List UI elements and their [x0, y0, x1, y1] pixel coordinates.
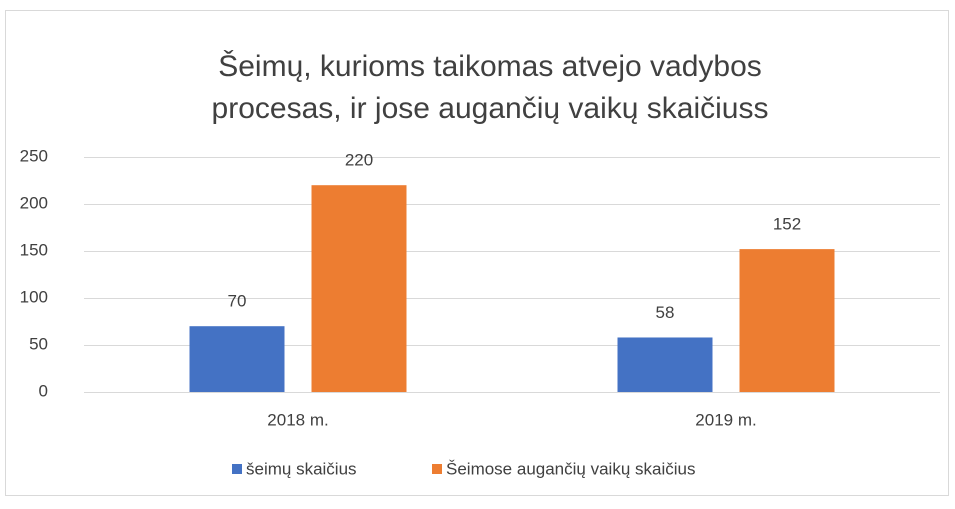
bar: [311, 185, 407, 392]
legend-swatch: [432, 464, 442, 474]
chart-title: procesas, ir jose augančių vaikų skaičiu…: [212, 92, 769, 125]
y-tick-label: 200: [20, 193, 48, 212]
legend-swatch: [232, 464, 242, 474]
y-tick-label: 0: [39, 381, 48, 400]
bar: [739, 249, 835, 392]
y-tick-label: 50: [29, 334, 48, 353]
y-tick-label: 250: [20, 146, 48, 165]
legend-label: Šeimose augančių vaikų skaičius: [446, 459, 695, 478]
data-label: 220: [345, 151, 373, 170]
y-tick-label: 100: [20, 287, 48, 306]
data-label: 152: [773, 215, 801, 234]
chart-title: Šeimų, kurioms taikomas atvejo vadybos: [218, 49, 762, 83]
bar: [189, 326, 285, 392]
legend-label: šeimų skaičius: [246, 459, 357, 478]
x-tick-label: 2018 m.: [267, 410, 328, 429]
data-label: 70: [228, 292, 247, 311]
y-tick-label: 150: [20, 240, 48, 259]
data-label: 58: [656, 303, 675, 322]
x-tick-label: 2019 m.: [695, 410, 756, 429]
bar: [617, 337, 713, 392]
